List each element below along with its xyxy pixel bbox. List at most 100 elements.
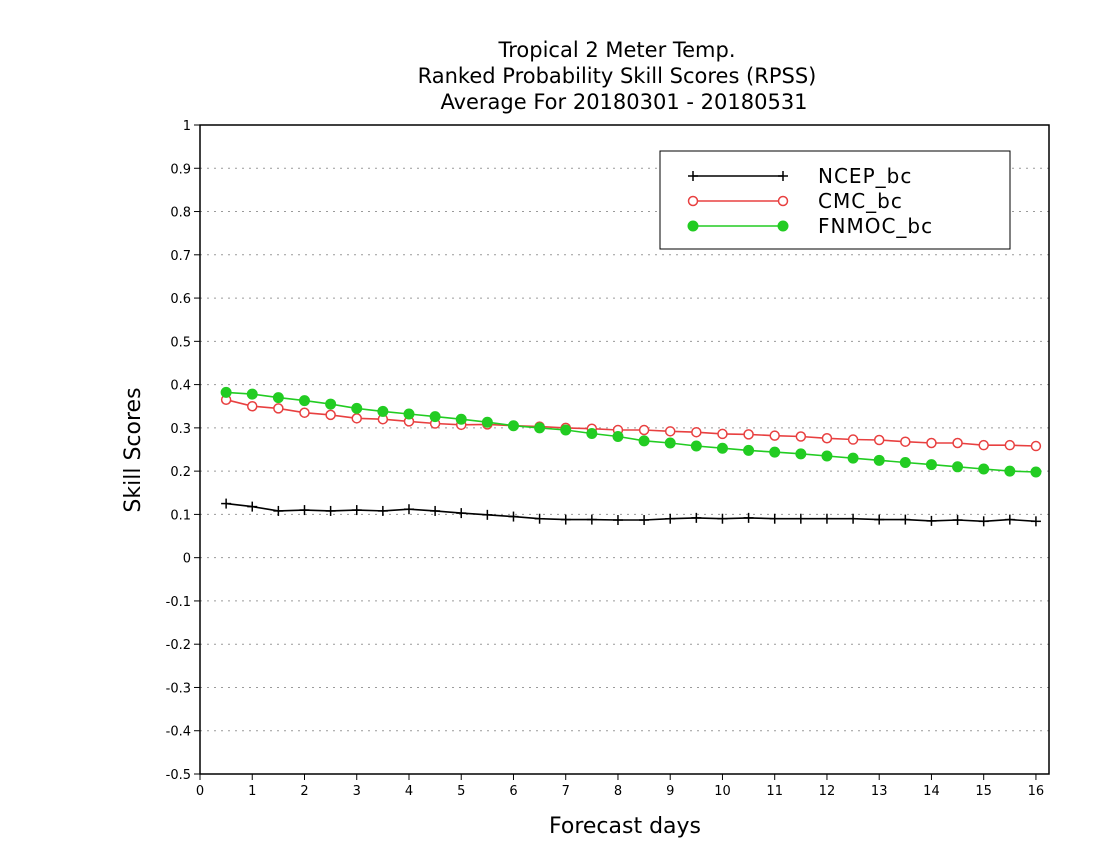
point-cmc-bc-22 bbox=[795, 431, 807, 442]
point-cmc-bc-2 bbox=[273, 403, 284, 414]
chart-title-line-1: Tropical 2 Meter Temp. bbox=[497, 38, 735, 62]
series-fnmoc-bc bbox=[220, 386, 1042, 478]
legend-label-fnmoc-bc: FNMOC_bc bbox=[818, 214, 933, 238]
point-ncep-bc-15 bbox=[612, 515, 623, 526]
point-cmc-bc-30 bbox=[1004, 439, 1016, 451]
x-tick-label-8: 8 bbox=[614, 784, 622, 799]
point-fnmoc-bc-10 bbox=[481, 416, 493, 428]
x-tick-label-4: 4 bbox=[405, 784, 413, 799]
point-fnmoc-bc-1 bbox=[246, 388, 258, 400]
point-fnmoc-bc-29 bbox=[978, 463, 990, 475]
point-ncep-bc-20 bbox=[743, 512, 754, 523]
y-tick-label-13: 0.8 bbox=[170, 206, 191, 221]
series-cmc-bc bbox=[220, 394, 1042, 452]
point-ncep-bc-13 bbox=[560, 514, 571, 525]
series-group bbox=[220, 386, 1042, 527]
x-tick-label-12: 12 bbox=[819, 784, 836, 799]
x-tick-label-10: 10 bbox=[714, 784, 731, 799]
point-fnmoc-bc-24 bbox=[847, 452, 859, 464]
legend-marker-end-cmc-bc bbox=[777, 195, 789, 207]
point-ncep-bc-29 bbox=[978, 516, 989, 527]
point-fnmoc-bc-31 bbox=[1030, 466, 1042, 478]
point-ncep-bc-11 bbox=[508, 511, 519, 522]
point-fnmoc-bc-16 bbox=[638, 435, 650, 447]
legend-box bbox=[659, 150, 1011, 250]
point-fnmoc-bc-7 bbox=[403, 408, 415, 420]
series-line-fnmoc-bc bbox=[226, 391, 1036, 473]
y-tick-label-8: 0.3 bbox=[170, 422, 191, 437]
y-tick-label-5: 0 bbox=[183, 552, 191, 567]
legend-item-ncep-bc: NCEP_bc bbox=[688, 164, 912, 188]
point-ncep-bc-4 bbox=[325, 505, 336, 516]
chart-title-line-2: Ranked Probability Skill Scores (RPSS) bbox=[418, 64, 817, 88]
x-axis-ticks: 0 1 2 3 4 5 6 7 8 9 10 11 12 13 14 15 16 bbox=[196, 774, 1044, 799]
series-line-ncep-bc bbox=[226, 502, 1036, 523]
point-ncep-bc-10 bbox=[482, 509, 493, 520]
legend-marker-start-cmc-bc bbox=[687, 195, 699, 207]
y-tick-label-14: 0.9 bbox=[170, 162, 191, 177]
point-ncep-bc-6 bbox=[377, 505, 388, 516]
point-cmc-bc-31 bbox=[1030, 440, 1042, 452]
y-tick-label-15: 1 bbox=[183, 119, 191, 134]
legend-label-cmc-bc: CMC_bc bbox=[818, 189, 903, 213]
point-ncep-bc-22 bbox=[795, 513, 806, 524]
point-ncep-bc-19 bbox=[717, 513, 728, 524]
point-fnmoc-bc-27 bbox=[925, 459, 937, 471]
chart-title-line-3: Average For 20180301 - 20180531 bbox=[440, 90, 807, 114]
point-fnmoc-bc-22 bbox=[795, 448, 807, 460]
point-ncep-bc-25 bbox=[874, 514, 885, 525]
y-tick-label-2: -0.3 bbox=[166, 681, 191, 696]
x-axis-label: Forecast days bbox=[549, 814, 701, 839]
x-tick-label-5: 5 bbox=[457, 784, 465, 799]
y-axis-ticks: -0.5 -0.4 -0.3 -0.2 -0.1 0 0.1 0.2 0.3 0.4 0.5 0.6 0… bbox=[166, 119, 200, 783]
point-fnmoc-bc-30 bbox=[1004, 465, 1016, 477]
point-fnmoc-bc-2 bbox=[272, 392, 284, 404]
point-cmc-bc-21 bbox=[769, 430, 780, 441]
x-tick-label-14: 14 bbox=[923, 784, 940, 799]
legend-marker-start-fnmoc-bc bbox=[687, 220, 699, 232]
point-fnmoc-bc-15 bbox=[612, 431, 624, 443]
point-ncep-bc-17 bbox=[665, 513, 676, 524]
point-ncep-bc-0 bbox=[221, 498, 232, 509]
point-cmc-bc-3 bbox=[299, 407, 310, 418]
y-tick-label-12: 0.7 bbox=[170, 249, 191, 264]
x-tick-label-3: 3 bbox=[353, 784, 361, 799]
point-fnmoc-bc-26 bbox=[899, 456, 911, 468]
point-fnmoc-bc-28 bbox=[952, 461, 964, 473]
point-cmc-bc-28 bbox=[952, 437, 963, 449]
point-fnmoc-bc-5 bbox=[351, 402, 363, 414]
point-cmc-bc-1 bbox=[246, 400, 258, 412]
legend-marker-end-ncep-bc bbox=[778, 171, 788, 181]
point-ncep-bc-2 bbox=[273, 505, 284, 516]
point-cmc-bc-29 bbox=[978, 439, 989, 451]
y-tick-label-10: 0.5 bbox=[170, 335, 191, 350]
point-fnmoc-bc-25 bbox=[873, 454, 885, 466]
point-cmc-bc-24 bbox=[847, 434, 859, 445]
point-ncep-bc-18 bbox=[691, 512, 702, 523]
legend-label-ncep-bc: NCEP_bc bbox=[818, 164, 912, 188]
x-tick-label-1: 1 bbox=[248, 784, 256, 799]
point-cmc-bc-27 bbox=[926, 437, 937, 449]
point-ncep-bc-28 bbox=[952, 515, 963, 526]
point-fnmoc-bc-14 bbox=[586, 427, 598, 439]
x-tick-label-15: 15 bbox=[975, 784, 992, 799]
point-fnmoc-bc-20 bbox=[743, 444, 755, 456]
series-ncep-bc bbox=[221, 498, 1041, 527]
point-fnmoc-bc-13 bbox=[560, 424, 572, 436]
y-tick-label-9: 0.4 bbox=[170, 379, 191, 394]
plot-frame bbox=[199, 124, 1050, 775]
point-ncep-bc-26 bbox=[900, 514, 911, 525]
y-tick-label-1: -0.4 bbox=[166, 725, 191, 740]
y-tick-label-4: -0.1 bbox=[166, 595, 191, 610]
point-cmc-bc-20 bbox=[743, 429, 754, 440]
point-ncep-bc-30 bbox=[1004, 514, 1015, 525]
point-cmc-bc-16 bbox=[638, 424, 650, 436]
point-cmc-bc-25 bbox=[873, 434, 885, 446]
y-tick-label-7: 0.2 bbox=[170, 465, 191, 480]
x-tick-label-16: 16 bbox=[1028, 784, 1045, 799]
point-ncep-bc-7 bbox=[403, 504, 414, 515]
legend-item-fnmoc-bc: FNMOC_bc bbox=[687, 214, 933, 238]
x-tick-label-2: 2 bbox=[300, 784, 308, 799]
point-ncep-bc-27 bbox=[926, 515, 937, 526]
